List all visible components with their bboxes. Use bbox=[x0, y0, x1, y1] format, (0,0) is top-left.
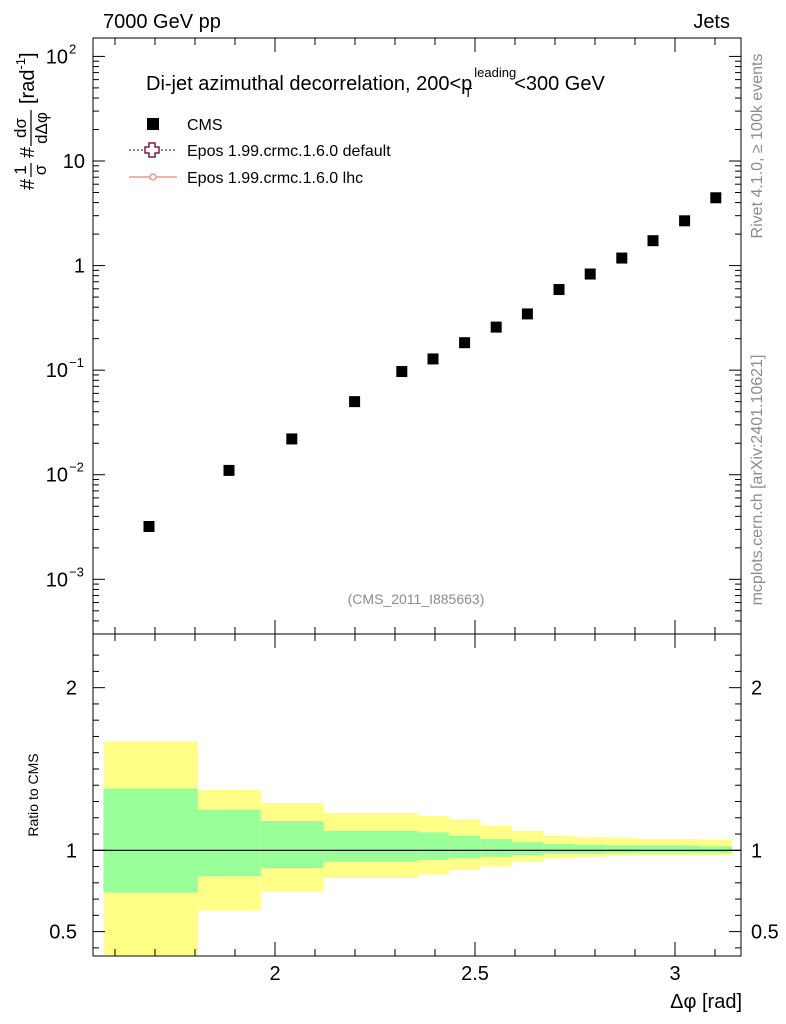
plot-title-sup: leading bbox=[474, 65, 516, 80]
header-left: 7000 GeV pp bbox=[103, 11, 221, 33]
legend-cms-label: CMS bbox=[187, 117, 223, 134]
y-tick-label: 10 bbox=[46, 46, 68, 68]
x-tick-label: 3 bbox=[669, 963, 680, 985]
cms-point bbox=[553, 284, 565, 296]
plot-title: Di-jet azimuthal decorrelation, 200<plea… bbox=[146, 65, 605, 100]
cms-point bbox=[647, 235, 659, 247]
ratio-y-tick-label-left: 1 bbox=[66, 840, 77, 862]
ratio-bands bbox=[103, 741, 732, 955]
ratio-y-ticks: 0.5 0.5 1 1 2 2 bbox=[49, 654, 779, 949]
ratio-y-tick-label-right: 2 bbox=[751, 678, 762, 700]
cms-data-points bbox=[143, 192, 722, 532]
rivet-label: Rivet 4.1.0, ≥ 100k events bbox=[749, 54, 766, 239]
ratio-inner-band bbox=[323, 830, 418, 862]
ratio-inner-band bbox=[700, 846, 732, 853]
header-right: Jets bbox=[693, 11, 730, 33]
legend-cms-marker bbox=[147, 118, 159, 130]
y-label-unit-close: ] bbox=[17, 52, 39, 58]
main-x-ticks bbox=[114, 38, 716, 634]
legend-epos-lhc-marker bbox=[149, 173, 157, 181]
main-y-label: # 1 σ # dσ dΔφ [rad-1] bbox=[11, 52, 51, 190]
legend: CMS Epos 1.99.crmc.1.6.0 default Epos 1.… bbox=[129, 117, 391, 187]
ratio-y-tick-label-right: 0.5 bbox=[751, 922, 779, 944]
y-tick-label: 10 bbox=[63, 151, 85, 173]
cms-point bbox=[710, 192, 722, 204]
y-label-one: 1 bbox=[11, 165, 30, 174]
cms-point bbox=[584, 268, 596, 280]
cms-point bbox=[143, 520, 155, 532]
ratio-y-tick-label-left: 0.5 bbox=[49, 922, 77, 944]
y-label-hash: # bbox=[17, 178, 39, 190]
ratio-x-ticks: 2 2.5 3 bbox=[114, 634, 716, 985]
cms-point bbox=[521, 308, 533, 320]
ratio-inner-band bbox=[543, 843, 575, 854]
y-tick-label-exponent: −3 bbox=[69, 564, 84, 579]
ratio-y-label: Ratio to CMS bbox=[25, 753, 41, 836]
legend-epos-default-marker bbox=[144, 142, 160, 158]
cms-point bbox=[459, 337, 471, 349]
y-tick-label: 10 bbox=[46, 569, 68, 591]
cms-point bbox=[490, 321, 502, 333]
cms-point bbox=[427, 353, 439, 365]
ratio-y-tick-label-right: 1 bbox=[751, 840, 762, 862]
ratio-inner-band bbox=[480, 838, 512, 857]
y-tick-label-exponent: −1 bbox=[69, 355, 84, 370]
y-tick-label: 10 bbox=[46, 360, 68, 382]
ratio-frame bbox=[92, 633, 742, 957]
ratio-inner-band bbox=[197, 809, 261, 877]
x-tick-label: 2 bbox=[269, 963, 280, 985]
mcplots-label: mcplots.cern.ch [arXiv:2401.10621] bbox=[749, 355, 766, 606]
y-label-ddphi: dΔφ bbox=[32, 112, 51, 144]
ratio-inner-band bbox=[103, 788, 198, 893]
cms-point bbox=[223, 464, 235, 476]
ratio-inner-band bbox=[260, 821, 324, 869]
y-label-dsigma: dσ bbox=[11, 118, 30, 138]
cms-point bbox=[396, 366, 408, 378]
legend-epos-lhc-label: Epos 1.99.crmc.1.6.0 lhc bbox=[187, 170, 363, 187]
legend-epos-default-label: Epos 1.99.crmc.1.6.0 default bbox=[187, 143, 391, 160]
plot-title-sub: T bbox=[464, 85, 472, 100]
y-label-unit-exp: -1 bbox=[13, 58, 28, 70]
plot-title-main: Di-jet azimuthal decorrelation, 200<p bbox=[146, 73, 472, 95]
x-axis-label: Δφ [rad] bbox=[670, 991, 742, 1013]
x-tick-label: 2.5 bbox=[461, 963, 489, 985]
plot-title-end: <300 GeV bbox=[514, 73, 605, 95]
ratio-inner-band bbox=[417, 832, 449, 861]
ratio-inner-band bbox=[637, 845, 669, 853]
y-tick-label: 1 bbox=[74, 256, 85, 278]
ratio-inner-band bbox=[574, 844, 606, 854]
y-label-hash-2: # bbox=[17, 146, 39, 158]
cms-point bbox=[679, 215, 691, 227]
main-y-label-text: # bbox=[17, 178, 39, 190]
y-label-unit-base: [rad bbox=[17, 70, 39, 104]
y-tick-label-exponent: 2 bbox=[69, 41, 76, 56]
cms-point bbox=[286, 433, 298, 445]
y-tick-label: 10 bbox=[46, 465, 68, 487]
cms-point bbox=[349, 396, 361, 408]
analysis-tag: (CMS_2011_I885663) bbox=[348, 591, 485, 607]
cms-point bbox=[616, 252, 628, 264]
ratio-inner-band bbox=[448, 835, 481, 859]
y-label-sigma: σ bbox=[31, 164, 50, 175]
ratio-inner-band bbox=[605, 845, 638, 853]
y-label-unit: [rad-1] bbox=[13, 52, 39, 104]
ratio-y-tick-label-left: 2 bbox=[66, 678, 77, 700]
ratio-inner-band bbox=[511, 842, 543, 856]
y-tick-label-exponent: −2 bbox=[69, 460, 84, 475]
ratio-panel: 0.5 0.51 12 2 2 2.5 3 Ratio to CMS Δφ [rad] bbox=[25, 633, 779, 1013]
ratio-inner-band bbox=[669, 845, 701, 853]
